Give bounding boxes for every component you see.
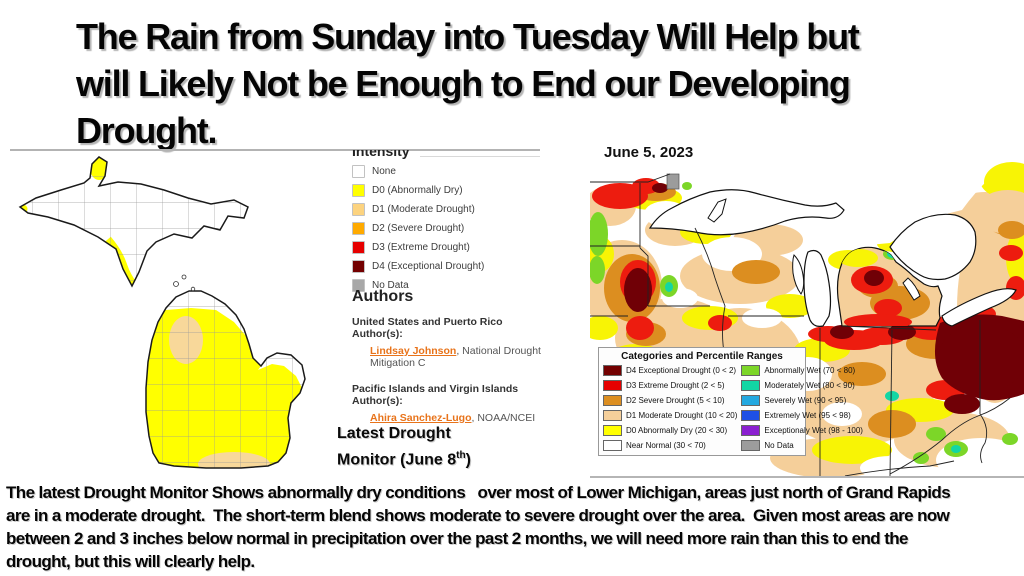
legend-severely-wet: Severely Wet (90 < 95) [741, 395, 863, 406]
percentile-map-panel: June 5, 2023 [590, 142, 1024, 478]
swatch-d4-exceptional [603, 365, 622, 376]
legend-item-d0: D0 (Abnormally Dry) [352, 184, 552, 197]
swatch-d3-extreme [603, 380, 622, 391]
legend-no-data: No Data [741, 440, 863, 451]
horizontal-divider [10, 149, 540, 151]
swatch-d1-moderate [603, 410, 622, 421]
author-affiliation-pacific: , NOAA/NCEI [471, 412, 536, 424]
legend-d1-moderate: D1 Moderate Drought (10 < 20) [603, 410, 737, 421]
legend-abnormally-wet: Abnormally Wet (70 < 80) [741, 365, 863, 376]
drought-monitor-caption: Latest Drought Monitor (June 8th) [337, 425, 471, 469]
swatch-exceptionally-wet [741, 425, 761, 436]
swatch-severely-wet [741, 395, 761, 406]
swatch-d2-severe [603, 395, 622, 406]
authors-pacific-person: Ahira Sanchez-Lugo, NOAA/NCEI [370, 412, 552, 424]
intensity-legend-title: Intensity [352, 150, 410, 159]
swatch-near-normal [603, 440, 622, 451]
swatch-none [352, 165, 365, 178]
legend-item-d2: D2 (Severe Drought) [352, 222, 552, 235]
legend-d0-abnormally-dry: D0 Abnormally Dry (20 < 30) [603, 425, 737, 436]
midwest-percentile-map [590, 158, 1024, 478]
legend-item-d1: D1 (Moderate Drought) [352, 203, 552, 216]
map-date-label: June 5, 2023 [604, 144, 694, 161]
slide-title: The Rain from Sunday into Tuesday Will H… [76, 16, 860, 151]
authors-us-person: Lindsay Johnson, National Drought Mitiga… [370, 345, 552, 369]
swatch-d2 [352, 222, 365, 235]
author-link-lindsay-johnson[interactable]: Lindsay Johnson [370, 345, 457, 357]
legend-item-d3: D3 (Extreme Drought) [352, 241, 552, 254]
legend-moderately-wet: Moderately Wet (80 < 90) [741, 380, 863, 391]
authors-us-region: United States and Puerto Rico Author(s): [352, 316, 503, 340]
swatch-no-data [741, 440, 761, 451]
legend-extremely-wet: Extremely Wet (95 < 98) [741, 410, 863, 421]
legend-near-normal: Near Normal (30 < 70) [603, 440, 737, 451]
legend-item-nodata: No Data [352, 279, 552, 292]
swatch-extremely-wet [741, 410, 761, 421]
michigan-drought-map [18, 156, 306, 469]
swatch-d3 [352, 241, 365, 254]
summary-paragraph: The latest Drought Monitor Shows abnorma… [6, 483, 951, 571]
legend-underline [420, 156, 540, 157]
legend-item-none: None [352, 165, 552, 178]
swatch-d4 [352, 260, 365, 273]
legend-d4-exceptional: D4 Exceptional Drought (0 < 2) [603, 365, 737, 376]
swatch-d1 [352, 203, 365, 216]
swatch-d0 [352, 184, 365, 197]
authors-heading: Authors [352, 288, 414, 305]
swatch-nodata [352, 279, 365, 292]
author-affiliation-us: , National Drought Mitigation C [370, 345, 541, 369]
intensity-legend: Intensity None D0 (Abnormally Dry) D1 (M… [352, 150, 552, 292]
legend-exceptionally-wet: Exceptionaly Wet (98 - 100) [741, 425, 863, 436]
author-link-ahira-sanchez-lugo[interactable]: Ahira Sanchez-Lugo [370, 412, 472, 424]
legend-d3-extreme: D3 Extreme Drought (2 < 5) [603, 380, 737, 391]
authors-section: Authors United States and Puerto Rico Au… [352, 288, 552, 438]
swatch-abnormally-wet [741, 365, 761, 376]
percentile-legend-title: Categories and Percentile Ranges [621, 351, 783, 362]
percentile-legend: Categories and Percentile Ranges D4 Exce… [598, 347, 863, 456]
legend-d2-severe: D2 Severe Drought (5 < 10) [603, 395, 737, 406]
swatch-moderately-wet [741, 380, 761, 391]
authors-pacific-region: Pacific Islands and Virgin Islands Autho… [352, 383, 519, 407]
swatch-d0-abnormally-dry [603, 425, 622, 436]
legend-item-d4: D4 (Exceptional Drought) [352, 260, 552, 273]
